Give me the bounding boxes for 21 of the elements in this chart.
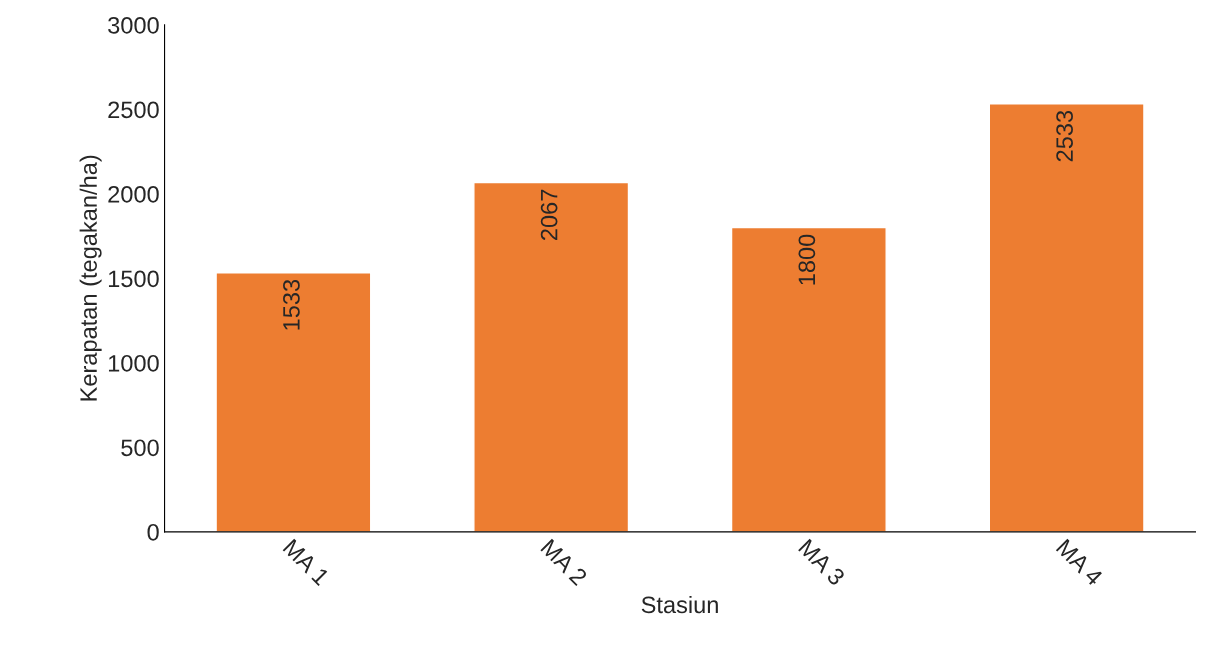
y-axis-title: Kerapatan (tegakan/ha) [79,155,102,401]
x-tick-label: MA 2 [540,538,588,587]
y-tick-label: 0 [147,523,159,541]
y-tick-label: 3000 [108,16,159,34]
x-axis-title: Stasiun [641,595,718,614]
y-tick-label: 1500 [108,270,159,288]
data-label: 1800 [798,234,816,285]
data-label: 2533 [1056,110,1073,162]
x-tick-label: MA 3 [797,538,846,587]
data-label: 1533 [283,279,300,330]
bar [988,103,1145,532]
x-tick-label: MA 1 [282,538,331,587]
data-label: 2067 [540,189,558,240]
y-tick-label: 500 [121,439,159,457]
y-tick-label: 1000 [108,354,159,372]
x-tick-label: MA 4 [1055,538,1104,587]
bar [730,226,887,532]
y-tick-label: 2500 [108,101,159,119]
bar [473,181,630,532]
bar [215,272,372,532]
y-tick-label: 2000 [108,185,159,203]
